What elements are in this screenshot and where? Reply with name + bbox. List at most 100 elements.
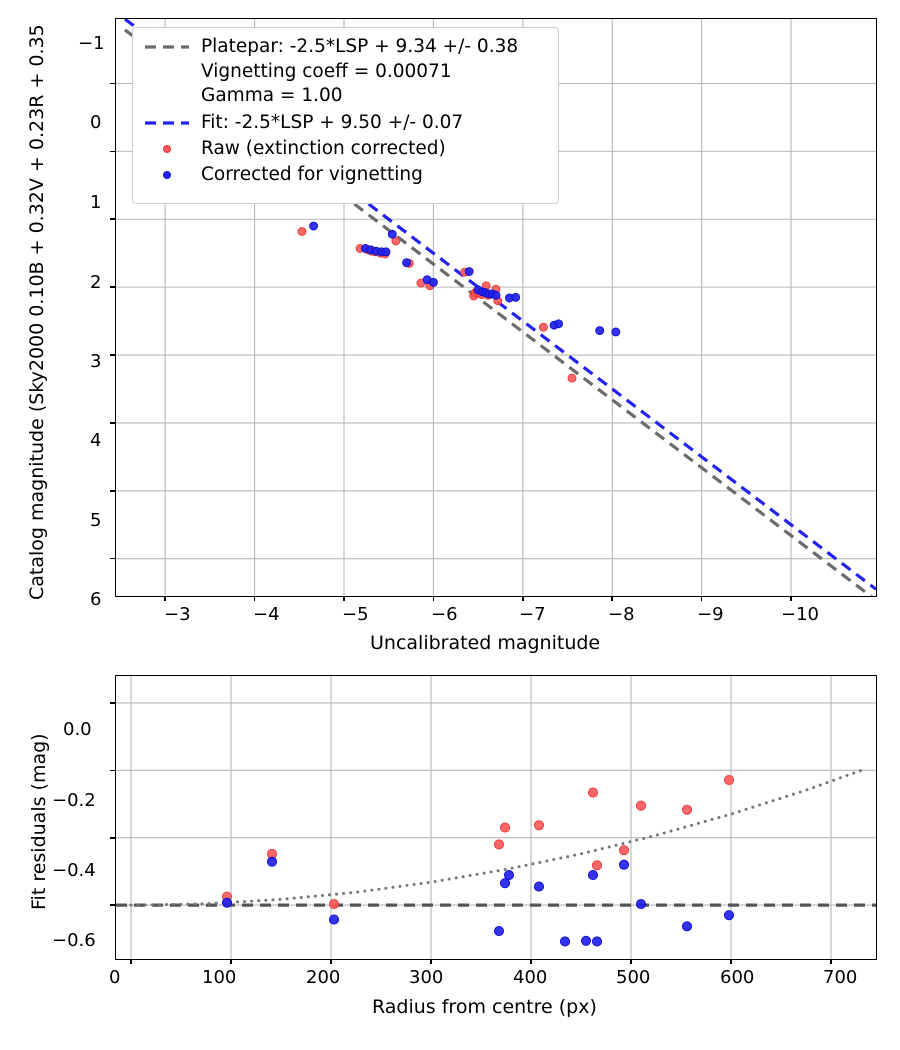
series-corrected-for-vignetting [221, 856, 735, 947]
xaxis-tick [830, 959, 832, 964]
data-point [587, 870, 599, 881]
top-yaxis-label: Catalog magnitude (Sky2000 0.10B + 0.32V… [26, 24, 48, 600]
xaxis-tick [230, 959, 232, 964]
data-point [723, 775, 735, 786]
legend-label: Corrected for vignetting [201, 164, 423, 185]
bottom-yaxis-label: Fit residuals (mag) [28, 733, 50, 910]
top-xtick-label: −4 [253, 604, 280, 625]
data-point [503, 870, 515, 881]
data-point [493, 839, 505, 850]
data-point [391, 236, 401, 246]
data-point [681, 921, 693, 932]
bottom-xtick-label: 300 [409, 967, 444, 988]
legend-item-corrected[interactable]: Corrected for vignetting [143, 162, 548, 188]
xaxis-tick [700, 596, 703, 601]
trend-line-platepar-2-5-lsp-9-34-0-38 [123, 28, 874, 596]
data-point [587, 787, 599, 798]
legend-item-fit[interactable]: Fit: -2.5*LSP + 9.50 +/- 0.07 [143, 110, 548, 136]
top-xtick-label: −6 [431, 604, 458, 625]
legend-label-gamma: Gamma = 1.00 [201, 85, 343, 106]
bottom-ytick-label: −0.6 [52, 930, 96, 951]
xaxis-tick [530, 959, 532, 964]
xaxis-tick [790, 596, 792, 601]
xaxis-tick [130, 959, 132, 964]
data-point [464, 267, 474, 276]
data-point [428, 277, 438, 287]
data-point [591, 860, 603, 871]
data-point [493, 925, 505, 937]
bottom-ytick-label: 0.0 [63, 719, 92, 740]
fit-residuals-axes [115, 675, 877, 960]
data-point [681, 804, 693, 815]
xaxis-tick [330, 959, 332, 964]
legend-item-platepar[interactable]: Platepar: -2.5*LSP + 9.34 +/- 0.38 [143, 34, 548, 60]
top-ytick-label: 1 [90, 192, 102, 213]
xaxis-tick [253, 596, 256, 601]
yaxis-tick [110, 904, 115, 906]
data-point [533, 881, 545, 892]
top-xtick-label: −3 [164, 604, 191, 625]
bottom-ytick-label: −0.2 [52, 790, 96, 811]
bottom-xtick-label: 600 [720, 967, 755, 988]
data-point [387, 229, 397, 239]
legend-item-raw[interactable]: Raw (extinction corrected) [143, 136, 548, 162]
dashed-line-gray-icon [143, 36, 191, 58]
trend-line-vignetting-model [129, 767, 868, 907]
data-point [499, 878, 511, 889]
top-ytick-label: 2 [90, 272, 102, 293]
top-ytick-label: 4 [90, 430, 102, 451]
marker-dot-red-icon [143, 138, 191, 160]
legend-label: Platepar: -2.5*LSP + 9.34 +/- 0.38 [201, 36, 519, 57]
yaxis-tick [110, 218, 115, 221]
top-ytick-label: 3 [90, 351, 102, 372]
xaxis-tick [522, 596, 524, 601]
data-point [511, 292, 521, 302]
data-point [635, 899, 647, 910]
marker-dot-blue-icon [143, 164, 191, 186]
xaxis-tick [343, 596, 345, 601]
data-point [595, 326, 605, 336]
top-ytick-label: −1 [78, 33, 105, 54]
bottom-xtick-label: 500 [616, 967, 651, 988]
data-point [723, 910, 735, 921]
data-point [533, 820, 545, 831]
yaxis-tick [110, 82, 115, 85]
top-ytick-label: 5 [90, 510, 102, 531]
data-point [402, 258, 412, 268]
top-ytick-label: 6 [90, 589, 102, 610]
data-point [618, 859, 630, 870]
data-point [618, 845, 630, 856]
data-point [559, 936, 571, 947]
yaxis-tick [110, 422, 115, 424]
data-point [580, 935, 592, 946]
fit-residuals-plot [116, 676, 876, 959]
dashed-line-blue-icon [143, 112, 191, 134]
data-point [554, 319, 564, 329]
bottom-xtick-label: 100 [202, 967, 237, 988]
data-point [491, 290, 501, 300]
series-raw-extinction-corrected [297, 227, 577, 383]
top-xtick-label: −8 [608, 604, 635, 625]
yaxis-tick [110, 836, 115, 839]
data-point [266, 856, 278, 867]
xaxis-tick [430, 959, 432, 964]
data-point [328, 914, 340, 925]
data-point [611, 327, 621, 337]
legend-label-vignetting-coeff: Vignetting coeff = 0.00071 [201, 61, 452, 82]
data-point [635, 800, 647, 811]
photometry-fit-plot [116, 19, 876, 596]
bottom-ytick-label: −0.4 [52, 860, 96, 881]
legend-label: Raw (extinction corrected) [201, 138, 446, 159]
top-xtick-label: −5 [342, 604, 369, 625]
xaxis-tick [630, 959, 632, 964]
series-raw-extinction-corrected [221, 775, 735, 910]
series-corrected-for-vignetting [309, 221, 621, 337]
yaxis-tick [110, 286, 115, 288]
legend-label: Fit: -2.5*LSP + 9.50 +/- 0.07 [201, 112, 464, 133]
data-point [499, 822, 511, 833]
bottom-xtick-label: 700 [823, 967, 858, 988]
top-ytick-label: 0 [90, 112, 102, 133]
yaxis-tick [110, 702, 115, 704]
xaxis-tick [164, 596, 166, 601]
